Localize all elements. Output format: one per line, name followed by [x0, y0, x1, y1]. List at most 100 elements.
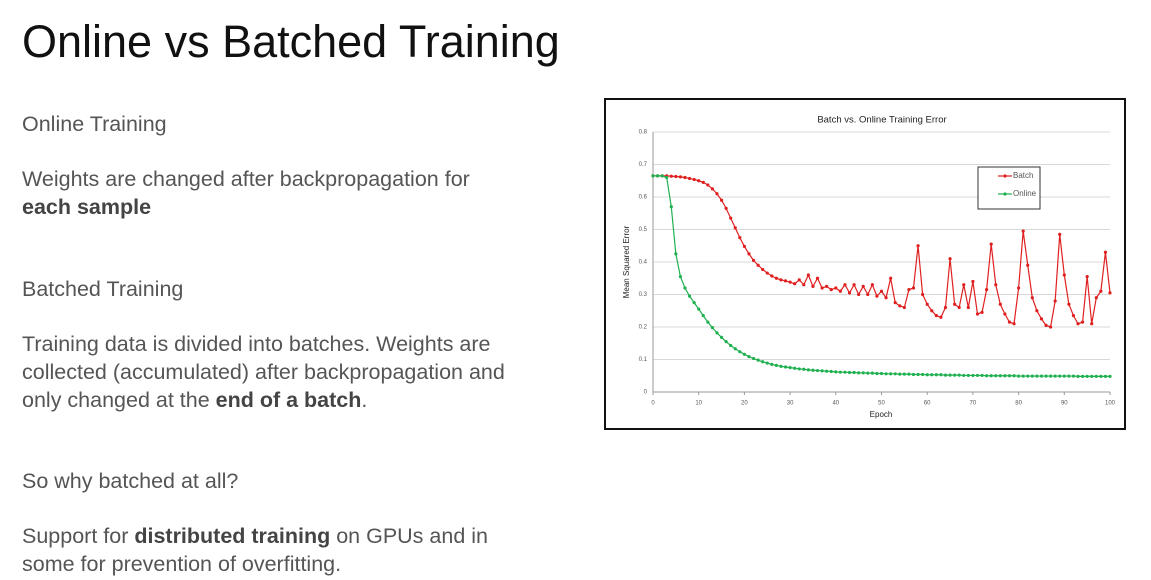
point — [939, 315, 943, 319]
point — [683, 175, 687, 180]
point — [1026, 263, 1030, 267]
point — [971, 373, 975, 378]
point — [815, 276, 820, 280]
point — [820, 286, 824, 290]
y-tick-label: 0.6 — [639, 195, 648, 201]
point — [1012, 322, 1016, 326]
point — [815, 368, 820, 373]
point — [733, 226, 737, 230]
point — [1080, 374, 1085, 378]
point — [669, 174, 673, 178]
point — [793, 282, 797, 286]
point — [902, 305, 906, 310]
x-tick-label: 90 — [1061, 401, 1068, 407]
point — [866, 371, 870, 375]
y-tick-label: 0.5 — [639, 227, 648, 233]
x-axis-label: Epoch — [870, 410, 893, 419]
point — [692, 301, 696, 305]
paragraph: Online Training — [22, 110, 522, 138]
x-tick-label: 100 — [1105, 401, 1116, 407]
point — [825, 284, 829, 288]
point — [751, 258, 756, 262]
point — [1007, 374, 1012, 378]
point — [889, 372, 893, 376]
point — [1003, 374, 1007, 378]
point — [678, 275, 683, 279]
bold-text: end of a batch — [215, 388, 362, 412]
point — [697, 179, 701, 183]
point — [1012, 374, 1016, 378]
x-tick-label: 0 — [651, 401, 655, 407]
point — [687, 294, 692, 298]
point — [902, 372, 906, 376]
point — [948, 373, 952, 377]
point — [806, 273, 810, 277]
point — [989, 374, 993, 378]
point — [669, 205, 673, 209]
point — [861, 284, 865, 288]
point — [788, 366, 792, 370]
point — [1062, 273, 1066, 277]
point — [1103, 250, 1108, 254]
y-tick-label: 0.7 — [639, 162, 648, 168]
x-tick-label: 80 — [1015, 401, 1022, 407]
point — [783, 279, 788, 283]
point — [994, 283, 998, 287]
paragraph: Weights are changed after backpropagatio… — [22, 165, 522, 221]
point — [756, 263, 760, 267]
y-axis-label: Mean Squared Error — [622, 225, 631, 298]
point — [975, 373, 980, 378]
point — [1058, 232, 1062, 236]
chart-title: Batch vs. Online Training Error — [817, 115, 946, 126]
point — [930, 373, 934, 377]
point — [1035, 309, 1039, 313]
point — [870, 283, 874, 287]
point — [733, 347, 737, 351]
point — [1067, 374, 1071, 378]
point — [998, 374, 1002, 378]
point — [925, 373, 929, 377]
point — [884, 296, 888, 300]
point — [907, 288, 911, 292]
point — [701, 180, 705, 184]
point — [930, 309, 934, 313]
point — [829, 369, 833, 374]
point — [674, 174, 678, 179]
x-tick-label: 40 — [832, 401, 839, 407]
paragraph: Batched Training — [22, 275, 522, 303]
point — [1071, 374, 1076, 378]
point — [857, 371, 861, 375]
point — [957, 305, 961, 310]
point — [1071, 314, 1076, 318]
point — [879, 371, 884, 376]
point — [943, 373, 948, 377]
point — [756, 358, 760, 362]
point — [893, 301, 897, 305]
point — [1039, 317, 1044, 321]
point — [1058, 374, 1062, 378]
point — [966, 305, 970, 310]
point — [953, 373, 957, 377]
point — [697, 307, 701, 311]
point — [779, 364, 783, 368]
legend-marker — [1003, 192, 1007, 196]
point — [811, 368, 815, 372]
point — [770, 274, 774, 278]
point — [729, 216, 733, 220]
paragraph: Training data is divided into batches. W… — [22, 330, 522, 414]
y-tick-label: 0.2 — [639, 325, 648, 331]
text: Training data is divided into batches. W… — [22, 332, 505, 412]
point — [994, 374, 998, 378]
point — [1030, 296, 1034, 300]
point — [1021, 229, 1025, 233]
y-tick-label: 0.3 — [639, 292, 648, 298]
point — [911, 372, 916, 377]
point — [793, 366, 797, 370]
y-tick-label: 0.4 — [639, 260, 648, 266]
paragraph: So why batched at all? — [22, 467, 522, 495]
y-tick-label: 0 — [644, 390, 648, 396]
point — [1076, 322, 1080, 326]
point — [857, 292, 861, 297]
point — [706, 183, 710, 187]
